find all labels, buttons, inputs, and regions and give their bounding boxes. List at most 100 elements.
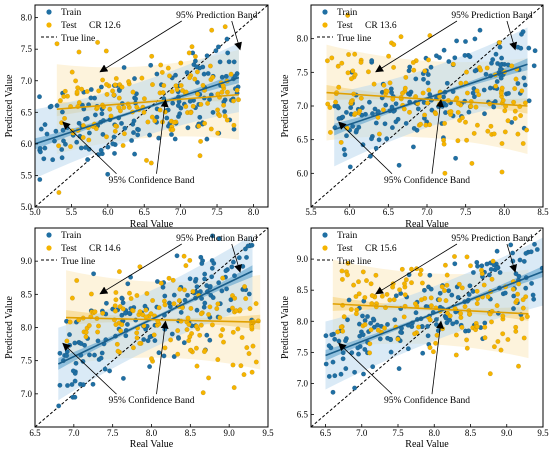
train-point <box>193 276 199 282</box>
test-point <box>513 328 519 334</box>
x-tick-label: 8.0 <box>499 207 511 217</box>
y-axis-label: Predicted Value <box>4 296 15 359</box>
train-point <box>349 350 355 356</box>
y-tick-label: 8.0 <box>21 13 33 23</box>
test-point <box>171 301 177 307</box>
confidence-band-annotation: 95% Confidence Band <box>108 175 194 186</box>
test-point <box>498 90 504 96</box>
train-point <box>370 364 376 370</box>
test-point <box>178 60 184 66</box>
train-point <box>202 271 208 277</box>
train-point <box>393 293 399 299</box>
test-point <box>112 128 118 134</box>
test-point <box>418 121 424 127</box>
train-point <box>207 283 213 289</box>
test-point <box>380 107 386 113</box>
panel-1: 5.0 5.5 6.0 6.5 7.0 7.5 8.0 5.0 5.5 6.0 6.5 7.0 7.5 8… <box>4 4 269 230</box>
test-point <box>218 333 224 339</box>
plot-area <box>35 228 268 427</box>
train-point <box>231 59 237 65</box>
test-point <box>335 63 341 69</box>
y-tick-label: 6.5 <box>297 135 309 145</box>
test-point <box>362 322 368 328</box>
confidence-band-arrow <box>431 320 445 395</box>
x-tick-label: 9.0 <box>501 428 513 438</box>
train-fit-line <box>35 76 240 145</box>
train-point <box>539 265 543 271</box>
test-point <box>197 332 203 338</box>
test-point <box>482 335 488 341</box>
confidence-band-annotation: 95% Confidence Band <box>384 395 470 406</box>
test-point <box>364 278 369 284</box>
test-point <box>474 301 480 307</box>
train-point <box>123 333 129 339</box>
test-point <box>455 109 461 115</box>
test-point <box>197 153 203 159</box>
train-point <box>396 162 402 168</box>
train-point <box>498 62 503 68</box>
x-tick-label: 8.5 <box>537 207 549 217</box>
train-point <box>204 332 210 338</box>
train-point <box>345 317 350 323</box>
train-point <box>211 260 217 266</box>
train-point <box>516 273 522 279</box>
test-point <box>524 127 530 133</box>
test-point <box>100 310 106 316</box>
test-point <box>120 143 126 148</box>
test-point <box>86 323 92 328</box>
test-point <box>176 298 182 304</box>
test-point <box>134 330 140 336</box>
train-point <box>174 253 180 259</box>
test-point <box>188 305 194 311</box>
test-point <box>412 301 418 307</box>
test-point <box>57 98 63 104</box>
train-point <box>449 292 455 298</box>
train-point <box>342 152 348 158</box>
x-tick-label: 9.5 <box>262 428 274 438</box>
y-tick-label: 7.0 <box>21 389 33 399</box>
x-tick-label: 7.0 <box>356 428 368 438</box>
test-point <box>516 363 521 369</box>
test-point <box>476 92 482 98</box>
train-point <box>80 358 86 364</box>
prediction-band-annotation: 95% Prediction Band <box>176 234 258 244</box>
test-point <box>170 277 176 283</box>
train-point <box>107 368 113 374</box>
train-point <box>197 114 203 120</box>
train-point <box>194 284 200 290</box>
test-point <box>419 297 424 303</box>
test-point <box>416 324 421 330</box>
test-point <box>463 119 468 125</box>
x-tick-label: 8.0 <box>248 207 260 217</box>
test-point <box>162 302 168 308</box>
test-point <box>157 107 163 113</box>
train-point <box>369 136 374 142</box>
x-tick-label: 8.5 <box>465 428 477 438</box>
prediction-band-annotation: 95% Prediction Band <box>451 11 533 21</box>
train-point <box>491 104 497 110</box>
x-tick-label: 6.0 <box>344 207 356 217</box>
train-point <box>373 145 379 151</box>
test-point <box>418 267 424 273</box>
panel-2: 5.5 6.0 6.5 7.0 7.5 8.0 8.5 6.0 6.5 7.0 7.5 8.0 Real… <box>280 4 549 230</box>
test-point <box>193 345 199 351</box>
train-point <box>368 320 374 326</box>
train-point <box>37 94 42 100</box>
test-point <box>104 134 109 140</box>
test-point <box>134 293 140 298</box>
train-point <box>494 248 500 254</box>
train-point <box>453 155 459 161</box>
train-point <box>361 371 366 377</box>
test-point <box>489 276 495 282</box>
test-point <box>194 323 199 329</box>
test-point <box>149 53 155 59</box>
test-point <box>209 27 215 33</box>
test-point <box>351 282 357 288</box>
train-point <box>383 102 389 108</box>
train-point <box>472 68 478 74</box>
train-point <box>209 265 215 271</box>
test-point <box>515 131 521 137</box>
test-point <box>104 91 110 97</box>
test-point <box>149 356 154 362</box>
test-point <box>427 345 433 351</box>
